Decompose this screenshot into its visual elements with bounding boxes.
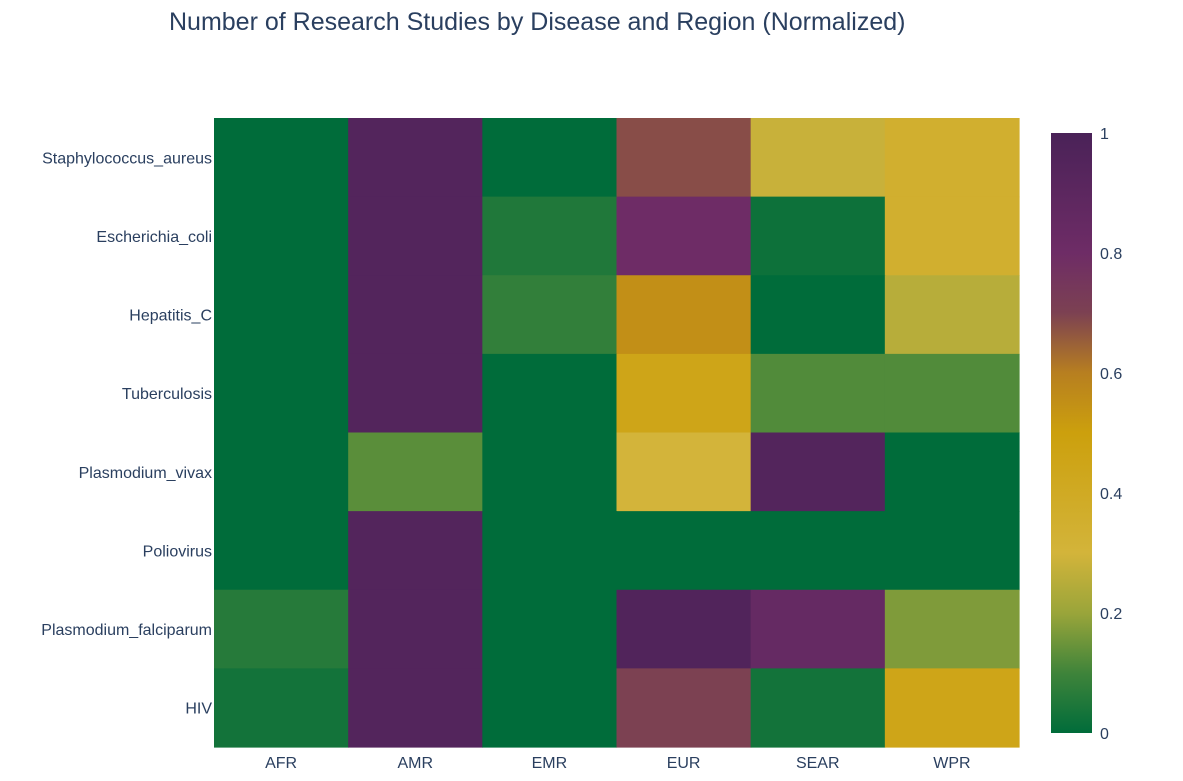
colorbar-tick-label: 0.2	[1100, 606, 1122, 623]
y-axis-ticks: Staphylococcus_aureus Escherichia_coli Hep…	[41, 150, 212, 717]
heatmap-cell	[750, 353, 886, 434]
heatmap-cell	[482, 432, 618, 512]
colorbar-tick-label: 0.6	[1100, 366, 1122, 383]
heatmap-cell	[616, 432, 752, 512]
heatmap-cell	[750, 432, 886, 512]
y-tick-label: Poliovirus	[143, 543, 212, 560]
heatmap-cell	[348, 511, 483, 591]
heatmap-cell	[750, 511, 886, 591]
colorbar-tick-label: 1	[1100, 126, 1109, 143]
chart-title: Number of Research Studies by Disease an…	[169, 8, 905, 36]
heatmap-cell	[348, 432, 483, 512]
heatmap-cell	[750, 668, 886, 748]
x-tick-label: EMR	[532, 755, 568, 772]
colorbar-tick-label: 0	[1100, 726, 1109, 743]
heatmap-cell	[616, 118, 752, 198]
heatmap-cell	[616, 668, 752, 748]
colorbar-gradient	[1051, 133, 1092, 733]
heatmap-cell	[214, 668, 349, 748]
heatmap-cell	[348, 589, 483, 669]
heatmap-cell	[348, 668, 483, 748]
heatmap-cell	[884, 432, 1020, 512]
y-tick-label: Plasmodium_vivax	[79, 465, 212, 482]
heatmap-cell	[884, 275, 1020, 355]
heatmap-cell	[214, 353, 349, 434]
heatmap-cell	[884, 668, 1020, 748]
heatmap-cell	[616, 353, 752, 434]
y-tick-label: HIV	[185, 701, 212, 718]
heatmap-cell	[884, 118, 1020, 198]
heatmap-cell	[214, 589, 349, 669]
heatmap-cell	[348, 275, 483, 355]
heatmap-cell	[348, 196, 483, 276]
y-tick-label: Plasmodium_falciparum	[41, 622, 212, 639]
colorbar-ticks: 0 0.2 0.4 0.6 0.8 1	[1100, 126, 1122, 743]
heatmap-cell	[884, 589, 1020, 669]
heatmap-cell	[348, 353, 483, 434]
heatmap-cell	[884, 196, 1020, 276]
heatmap-cell	[482, 118, 618, 198]
x-tick-label: AMR	[397, 755, 433, 772]
heatmap-cell	[616, 589, 752, 669]
heatmap-cell	[482, 196, 618, 276]
heatmap-cell	[482, 511, 618, 591]
y-tick-label: Tuberculosis	[122, 386, 212, 403]
heatmap-cell	[214, 511, 349, 591]
colorbar-tick-label: 0.4	[1100, 486, 1122, 503]
x-tick-label: AFR	[265, 755, 297, 772]
y-tick-label: Escherichia_coli	[96, 229, 212, 246]
heatmap-cell	[482, 589, 618, 669]
heatmap-cell	[214, 432, 349, 512]
x-tick-label: WPR	[933, 755, 970, 772]
heatmap-cell	[750, 589, 886, 669]
heatmap-cell	[214, 196, 349, 276]
heatmap-cell	[214, 275, 349, 355]
heatmap-cells	[214, 118, 1020, 748]
y-tick-label: Hepatitis_C	[129, 308, 212, 325]
heatmap-cell	[616, 275, 752, 355]
x-tick-label: EUR	[667, 755, 701, 772]
heatmap-cell	[750, 275, 886, 355]
heatmap-cell	[750, 196, 886, 276]
y-tick-label: Staphylococcus_aureus	[42, 150, 212, 167]
x-axis-ticks: AFR AMR EMR EUR SEAR WPR	[265, 755, 971, 772]
heatmap-cell	[884, 353, 1020, 434]
heatmap-cell	[750, 118, 886, 198]
colorbar: 0 0.2 0.4 0.6 0.8 1	[1051, 126, 1122, 743]
heatmap-cell	[482, 275, 618, 355]
heatmap-cell	[482, 353, 618, 434]
heatmap-cell	[482, 668, 618, 748]
heatmap-cell	[616, 511, 752, 591]
colorbar-tick-label: 0.8	[1100, 246, 1122, 263]
x-tick-label: SEAR	[796, 755, 840, 772]
heatmap-cell	[348, 118, 483, 198]
heatmap-cell	[884, 511, 1020, 591]
heatmap-cell	[616, 196, 752, 276]
heatmap-cell	[214, 118, 349, 198]
